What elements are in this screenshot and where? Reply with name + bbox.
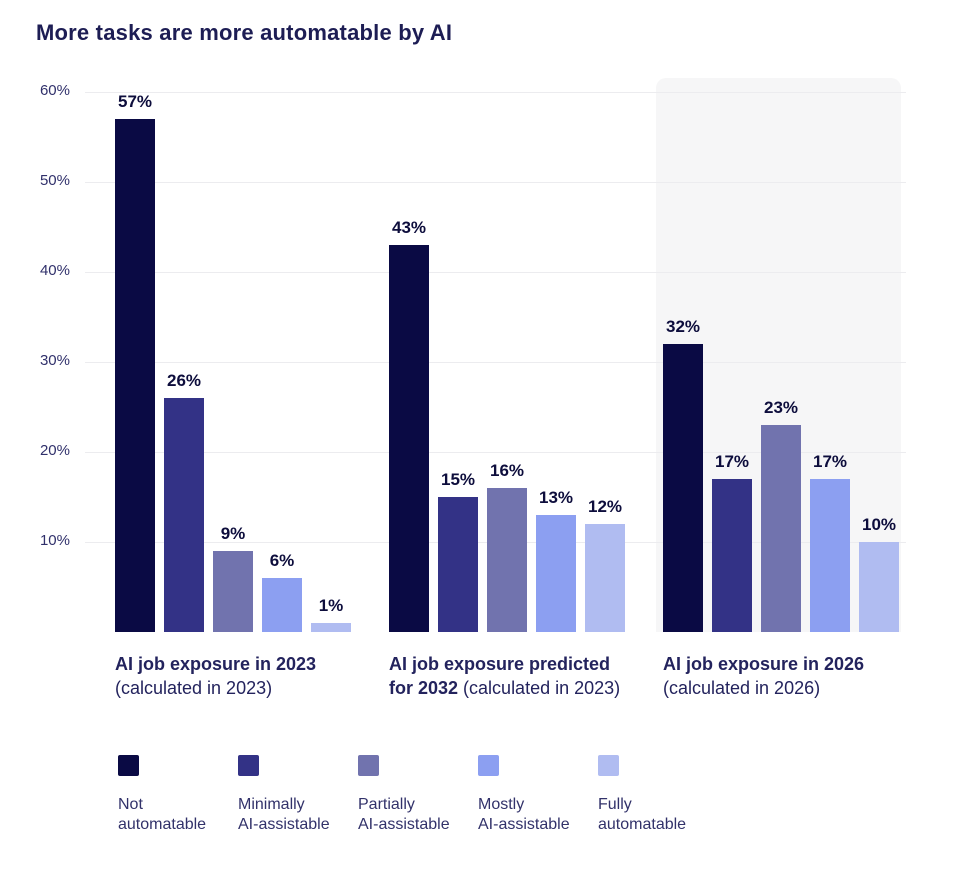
gridline bbox=[85, 182, 906, 183]
legend-swatch bbox=[478, 755, 499, 776]
gridline bbox=[85, 92, 906, 93]
bar bbox=[115, 119, 155, 632]
x-axis-group-label: AI job exposure predicted for 2032 (calcu… bbox=[389, 652, 669, 700]
gridline bbox=[85, 452, 906, 453]
y-axis-tick-label: 50% bbox=[39, 172, 70, 189]
legend-label-line: automatable bbox=[118, 816, 207, 833]
bar bbox=[761, 425, 801, 632]
bar-value-label: 15% bbox=[440, 470, 476, 489]
bar-value-label: 6% bbox=[269, 551, 295, 570]
legend-item: Not automatable bbox=[118, 755, 236, 837]
bar bbox=[487, 488, 527, 632]
chart-title: More tasks are more automatable by AI bbox=[36, 20, 453, 45]
group-label-line: (calculated in 2026) bbox=[663, 676, 943, 700]
bar bbox=[213, 551, 253, 632]
legend-swatch bbox=[598, 755, 619, 776]
bar-value-label: 26% bbox=[166, 371, 202, 390]
y-axis-tick-label: 30% bbox=[39, 352, 70, 369]
y-axis-tick-label: 20% bbox=[39, 442, 70, 459]
group-label-line: (calculated in 2023) bbox=[115, 676, 395, 700]
y-axis-tick-label: 60% bbox=[39, 82, 70, 99]
legend-swatch bbox=[238, 755, 259, 776]
y-axis-tick-label: 40% bbox=[39, 262, 70, 279]
group-label-segment: (calculated in 2026) bbox=[663, 678, 821, 698]
group-label-line: for 2032 (calculated in 2023) bbox=[389, 676, 669, 700]
group-label-segment: for 2032 bbox=[389, 678, 459, 698]
gridline bbox=[85, 272, 906, 273]
legend-label-line: AI-assistable bbox=[478, 816, 570, 833]
bar bbox=[663, 344, 703, 632]
bar-value-label: 1% bbox=[318, 596, 344, 615]
bar-value-label: 17% bbox=[714, 452, 750, 471]
bar-value-label: 9% bbox=[220, 524, 246, 543]
bar bbox=[810, 479, 850, 632]
legend-item: Partially AI-assistable bbox=[358, 755, 476, 837]
bar bbox=[712, 479, 752, 632]
legend-swatch bbox=[358, 755, 379, 776]
legend-label-line: Minimally bbox=[238, 796, 305, 813]
legend-item-label: Minimally AI-assistable bbox=[238, 795, 330, 835]
bar bbox=[438, 497, 478, 632]
bar-value-label: 12% bbox=[587, 497, 623, 516]
bar-value-label: 23% bbox=[763, 398, 799, 417]
bar bbox=[536, 515, 576, 632]
bar-value-label: 32% bbox=[665, 317, 701, 336]
bar bbox=[389, 245, 429, 632]
x-axis-group-label: AI job exposure in 2026 (calculated in 20… bbox=[663, 652, 943, 700]
legend-label-line: AI-assistable bbox=[358, 816, 450, 833]
legend-item-label: Partially AI-assistable bbox=[358, 795, 450, 835]
group-label-line: AI job exposure in 2023 bbox=[115, 652, 395, 676]
legend-swatch bbox=[118, 755, 139, 776]
legend-item-label: Fully automatable bbox=[598, 795, 686, 835]
bar bbox=[311, 623, 351, 632]
legend-item: Minimally AI-assistable bbox=[238, 755, 356, 837]
y-axis-tick-label: 10% bbox=[39, 532, 70, 549]
legend-item: Mostly AI-assistable bbox=[478, 755, 596, 837]
bar-value-label: 16% bbox=[489, 461, 525, 480]
group-label-line: AI job exposure in 2026 bbox=[663, 652, 943, 676]
bar bbox=[585, 524, 625, 632]
group-label-segment: AI job exposure predicted bbox=[389, 654, 611, 674]
group-label-segment: AI job exposure in 2026 bbox=[663, 654, 865, 674]
bar-value-label: 10% bbox=[861, 515, 897, 534]
x-axis-group-label: AI job exposure in 2023 (calculated in 20… bbox=[115, 652, 395, 700]
legend-label-line: Not bbox=[118, 796, 143, 813]
bar bbox=[164, 398, 204, 632]
bar bbox=[262, 578, 302, 632]
group-label-segment: AI job exposure in 2023 bbox=[115, 654, 317, 674]
bar bbox=[859, 542, 899, 632]
legend-label-line: Partially bbox=[358, 796, 415, 813]
gridline bbox=[85, 362, 906, 363]
group-label-line: AI job exposure predicted bbox=[389, 652, 669, 676]
legend-label-line: AI-assistable bbox=[238, 816, 330, 833]
bar-value-label: 43% bbox=[391, 218, 427, 237]
legend-item-label: Mostly AI-assistable bbox=[478, 795, 570, 835]
legend-item-label: Not automatable bbox=[118, 795, 206, 835]
bar-value-label: 17% bbox=[812, 452, 848, 471]
legend-item: Fully automatable bbox=[598, 755, 716, 837]
group-label-segment: (calculated in 2023) bbox=[458, 678, 621, 698]
group-label-segment: (calculated in 2023) bbox=[115, 678, 273, 698]
bar-value-label: 57% bbox=[117, 92, 153, 111]
legend-label-line: Fully bbox=[598, 796, 632, 813]
legend-label-line: Mostly bbox=[478, 796, 525, 813]
bar-value-label: 13% bbox=[538, 488, 574, 507]
legend-label-line: automatable bbox=[598, 816, 687, 833]
